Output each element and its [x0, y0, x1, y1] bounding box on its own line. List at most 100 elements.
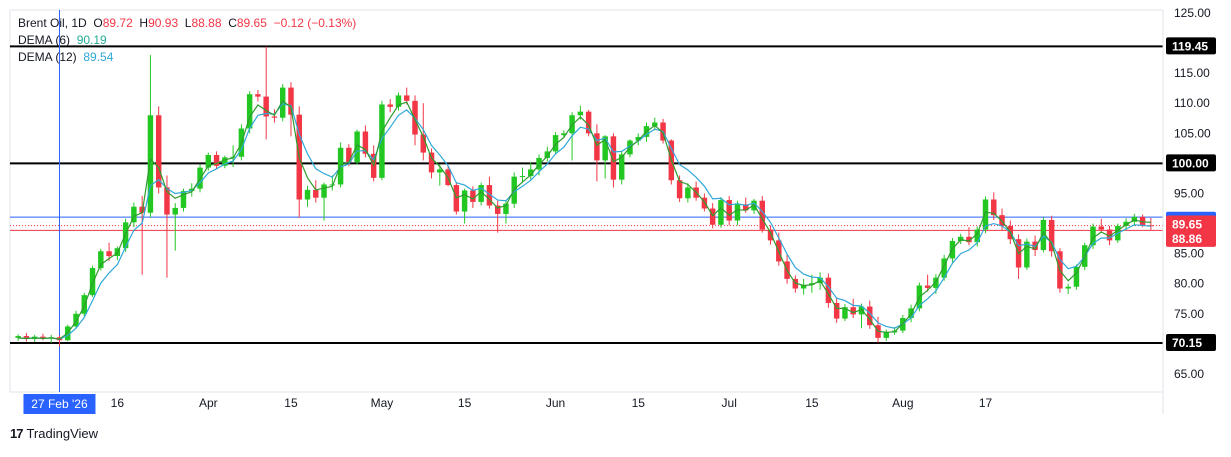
- candle: [420, 103, 427, 161]
- candle-body: [428, 152, 435, 173]
- dema12-line: [18, 103, 1151, 340]
- candles[interactable]: [15, 46, 1154, 347]
- candle: [304, 185, 311, 207]
- level-price-label-box: [1166, 333, 1216, 351]
- candle-body: [957, 236, 964, 242]
- candle-body: [767, 229, 774, 241]
- candle-body: [279, 87, 286, 118]
- candle-body: [933, 277, 939, 288]
- candle-body: [395, 95, 402, 107]
- candle: [279, 83, 286, 122]
- candle: [676, 175, 683, 202]
- candle-body: [263, 96, 269, 117]
- candle: [1098, 218, 1104, 232]
- x-tick-label: May: [371, 396, 394, 410]
- candle: [941, 254, 947, 281]
- candle-body: [304, 189, 311, 200]
- low-value: 88.88: [191, 16, 222, 30]
- x-tick-label: 15: [458, 396, 472, 410]
- change-value: −0.12 (−0.13%): [273, 16, 357, 30]
- candle-body: [528, 169, 534, 177]
- interval[interactable]: 1D: [71, 16, 87, 30]
- dema12-value: 89.54: [83, 50, 114, 64]
- candle: [131, 202, 137, 228]
- candle-body: [552, 135, 559, 152]
- dema6-line: [18, 99, 1151, 340]
- candle-body: [618, 154, 625, 180]
- candle-body: [246, 94, 253, 129]
- candle: [23, 333, 30, 342]
- candle-body: [147, 115, 154, 213]
- candle-body: [180, 191, 187, 208]
- candle-body: [1106, 229, 1113, 241]
- y-tick-label: 75.00: [1174, 307, 1204, 321]
- crosshair: 27 Feb '26: [10, 10, 1163, 414]
- support-price-label-box: [1166, 229, 1216, 247]
- level-price-label-box: [1166, 37, 1216, 55]
- candle: [1015, 234, 1022, 279]
- close-label: C: [228, 16, 237, 30]
- candle-body: [610, 136, 617, 180]
- candle: [246, 91, 253, 134]
- candle-body: [585, 111, 592, 134]
- candle: [503, 200, 509, 224]
- candle-body: [726, 200, 732, 221]
- y-tick-label: 125.00: [1174, 6, 1211, 20]
- candle: [957, 233, 964, 245]
- candle: [585, 109, 592, 137]
- low-label: L: [184, 16, 192, 30]
- candle-body: [420, 134, 427, 153]
- candle-body: [288, 87, 294, 115]
- tradingview-logo[interactable]: 17 TradingView: [10, 426, 98, 441]
- candle-body: [131, 206, 137, 223]
- candle: [139, 195, 145, 275]
- dema6-row[interactable]: DEMA (6) 90.19: [18, 32, 356, 49]
- candle-body: [594, 133, 600, 161]
- symbol-name[interactable]: Brent Oil: [18, 16, 65, 30]
- candle-body: [354, 131, 360, 163]
- candle-body: [15, 336, 21, 338]
- axes: 65.0070.0075.0080.0085.0090.0095.00100.0…: [111, 6, 1211, 414]
- candle: [552, 132, 559, 155]
- candle: [73, 310, 79, 329]
- crosshair-date-box: [23, 394, 96, 414]
- candle-body: [222, 157, 228, 166]
- candle: [652, 117, 658, 131]
- candle: [602, 135, 608, 179]
- candle-body: [1040, 219, 1047, 251]
- x-tick-label: Apr: [199, 396, 218, 410]
- candle: [147, 55, 154, 218]
- candle-body: [313, 189, 319, 198]
- candle-body: [701, 197, 708, 209]
- candle-body: [98, 251, 104, 269]
- moving-averages: [18, 99, 1151, 340]
- candle: [313, 180, 319, 203]
- candle-body: [486, 185, 493, 206]
- candle: [1065, 283, 1071, 294]
- candle-body: [164, 187, 170, 215]
- dema12-row[interactable]: DEMA (12) 89.54: [18, 49, 356, 66]
- x-tick-label: Jul: [722, 396, 737, 410]
- candle: [1148, 217, 1154, 231]
- candle-body: [577, 111, 584, 116]
- candle: [726, 195, 732, 226]
- candle: [635, 133, 641, 146]
- y-tick-label: 65.00: [1174, 367, 1204, 381]
- candle: [395, 92, 402, 111]
- candle-body: [40, 336, 46, 339]
- x-tick-label: Jun: [546, 396, 565, 410]
- candle: [98, 248, 104, 271]
- candle: [494, 200, 501, 233]
- candle-body: [991, 199, 997, 216]
- brand-name: TradingView: [26, 426, 99, 441]
- candle: [833, 298, 840, 323]
- candle-body: [379, 104, 385, 178]
- candle-body: [106, 251, 112, 257]
- last-price-label-box: [1166, 215, 1216, 233]
- candle-body: [966, 236, 972, 243]
- candle: [213, 151, 220, 170]
- candle-body: [602, 136, 608, 161]
